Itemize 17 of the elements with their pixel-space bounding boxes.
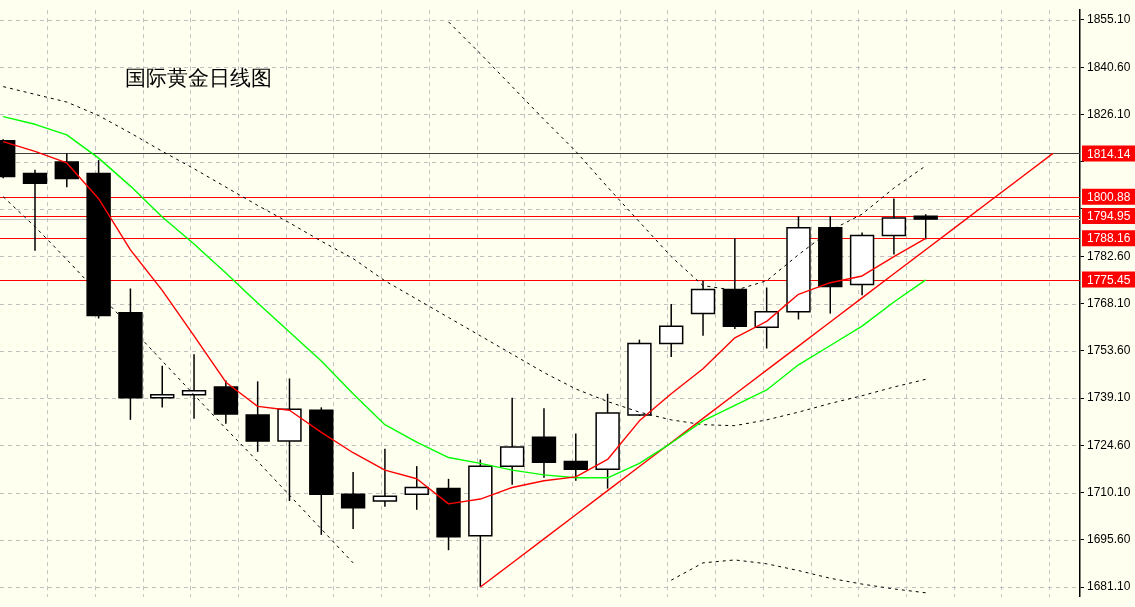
text: 国际黄金日线图 xyxy=(125,66,272,91)
ref-line-label: 1800.88 xyxy=(1087,189,1131,204)
ref-line-label: 1794.95 xyxy=(1087,209,1131,224)
y-tick-label: 1753.60 xyxy=(1087,343,1131,358)
y-tick-label: 1724.60 xyxy=(1087,437,1131,452)
y-tick-label: 1782.60 xyxy=(1087,248,1131,263)
y-tick-label: 1681.10 xyxy=(1087,579,1131,594)
y-tick-label: 1840.60 xyxy=(1087,59,1131,74)
y-tick-label: 1826.10 xyxy=(1087,106,1131,121)
ref-line-label: 1788.16 xyxy=(1087,231,1131,246)
ref-line-label: 1814.14 xyxy=(1087,146,1131,161)
y-tick-label: 1739.10 xyxy=(1087,390,1131,405)
y-tick-label: 1768.10 xyxy=(1087,295,1131,310)
ref-line-label: 1775.45 xyxy=(1087,272,1131,287)
y-tick-label: 1710.10 xyxy=(1087,484,1131,499)
y-tick-label: 1695.60 xyxy=(1087,532,1131,547)
y-tick-label: 1855.10 xyxy=(1087,12,1131,27)
